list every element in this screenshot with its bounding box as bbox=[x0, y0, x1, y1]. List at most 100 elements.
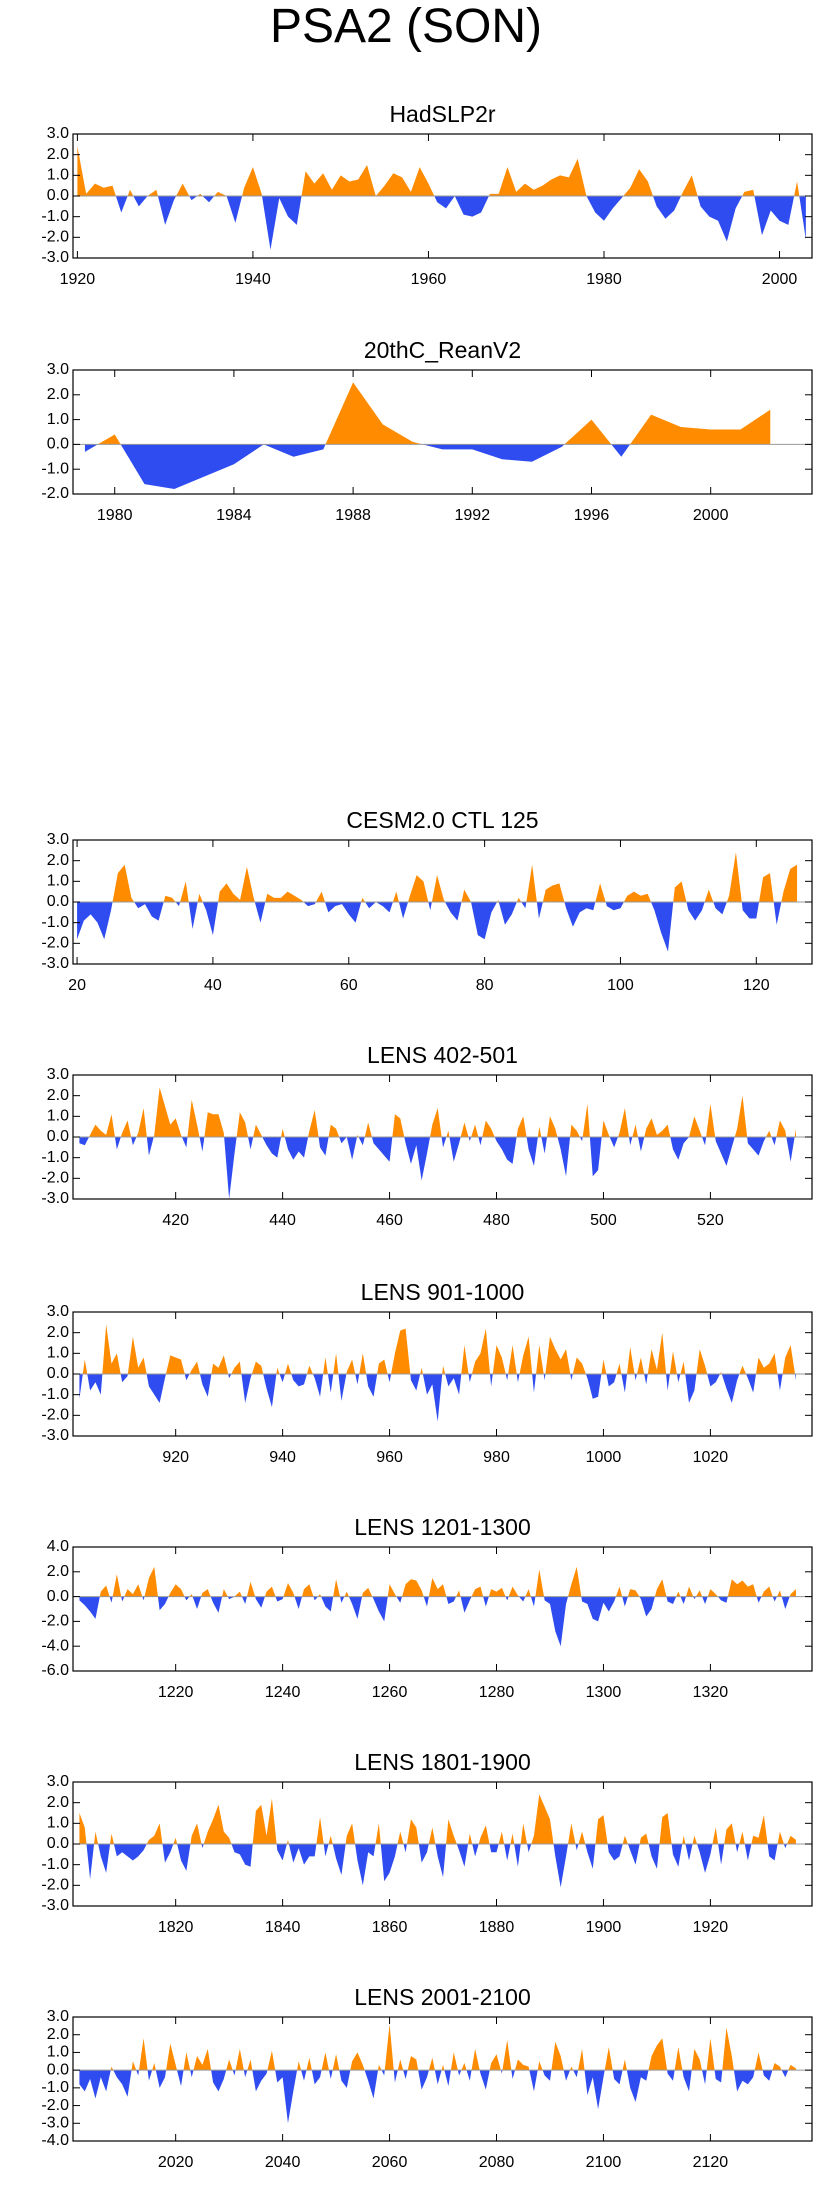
y-tick-label: -3.0 bbox=[41, 1427, 69, 1444]
x-tick-label: 920 bbox=[162, 1449, 189, 1466]
x-tick-label: 1020 bbox=[693, 1449, 729, 1466]
y-tick-label: 0.0 bbox=[47, 893, 69, 910]
y-tick-label: 3.0 bbox=[47, 2008, 69, 2025]
x-tick-label: 1880 bbox=[479, 1919, 515, 1936]
y-tick-label: -2.0 bbox=[41, 1407, 69, 1424]
area-below bbox=[77, 196, 806, 250]
x-tick-label: 1860 bbox=[372, 1919, 408, 1936]
y-tick-label: -3.0 bbox=[41, 1897, 69, 1914]
x-tick-label: 40 bbox=[204, 977, 222, 994]
x-tick-label: 980 bbox=[483, 1449, 510, 1466]
x-tick-label: 960 bbox=[376, 1449, 403, 1466]
y-tick-label: 2.0 bbox=[47, 2026, 69, 2043]
y-tick-label: -4.0 bbox=[41, 2132, 69, 2149]
y-tick-label: 2.0 bbox=[47, 386, 69, 403]
x-tick-label: 1900 bbox=[586, 1919, 622, 1936]
panel-title: LENS 901-1000 bbox=[361, 1279, 525, 1305]
y-tick-label: 0.0 bbox=[47, 436, 69, 453]
x-tick-label: 520 bbox=[697, 1212, 724, 1229]
x-tick-label: 2020 bbox=[158, 2154, 194, 2171]
x-tick-label: 1840 bbox=[265, 1919, 301, 1936]
area-below bbox=[79, 1596, 796, 1647]
y-tick-label: 1.0 bbox=[47, 411, 69, 428]
y-tick-label: 2.0 bbox=[47, 1794, 69, 1811]
area-below bbox=[79, 1137, 796, 1199]
y-tick-label: 1.0 bbox=[47, 873, 69, 890]
area-below bbox=[79, 1844, 796, 1888]
y-tick-label: 2.0 bbox=[47, 852, 69, 869]
y-tick-label: -4.0 bbox=[41, 1637, 69, 1654]
x-tick-label: 2040 bbox=[265, 2154, 301, 2171]
x-tick-label: 940 bbox=[269, 1449, 296, 1466]
y-tick-label: -2.0 bbox=[41, 1613, 69, 1630]
y-tick-label: 1.0 bbox=[47, 1345, 69, 1362]
panel-title: 20thC_ReanV2 bbox=[364, 337, 521, 363]
panel-title: LENS 1801-1900 bbox=[354, 1749, 530, 1775]
x-tick-label: 460 bbox=[376, 1212, 403, 1229]
panel-title: CESM2.0 CTL 125 bbox=[346, 807, 538, 833]
x-tick-label: 1996 bbox=[574, 507, 610, 524]
x-tick-label: 1000 bbox=[586, 1449, 622, 1466]
y-tick-label: -2.0 bbox=[41, 2097, 69, 2114]
panel-title: LENS 2001-2100 bbox=[354, 1984, 530, 2010]
y-tick-label: 2.0 bbox=[47, 1087, 69, 1104]
x-tick-label: 440 bbox=[269, 1212, 296, 1229]
panel-title: LENS 1201-1300 bbox=[354, 1514, 530, 1540]
area-above bbox=[84, 382, 771, 445]
x-tick-label: 2000 bbox=[762, 271, 798, 288]
x-tick-label: 1240 bbox=[265, 1684, 301, 1701]
y-tick-label: 0.0 bbox=[47, 1365, 69, 1382]
y-tick-label: 3.0 bbox=[47, 1066, 69, 1083]
y-tick-label: -3.0 bbox=[41, 249, 69, 266]
area-above bbox=[79, 1794, 796, 1844]
x-tick-label: 1940 bbox=[235, 271, 271, 288]
y-tick-label: 1.0 bbox=[47, 1108, 69, 1125]
x-tick-label: 480 bbox=[483, 1212, 510, 1229]
x-tick-label: 1260 bbox=[372, 1684, 408, 1701]
x-tick-label: 2080 bbox=[479, 2154, 515, 2171]
page-title: PSA2 (SON) bbox=[270, 0, 542, 53]
x-tick-label: 1988 bbox=[335, 507, 371, 524]
y-tick-label: -1.0 bbox=[41, 914, 69, 931]
panel-title: LENS 402-501 bbox=[367, 1042, 518, 1068]
x-tick-label: 2060 bbox=[372, 2154, 408, 2171]
y-tick-label: -1.0 bbox=[41, 460, 69, 477]
x-tick-label: 1980 bbox=[97, 507, 133, 524]
x-tick-label: 1300 bbox=[586, 1684, 622, 1701]
y-tick-label: -2.0 bbox=[41, 1170, 69, 1187]
x-tick-label: 20 bbox=[68, 977, 86, 994]
y-tick-label: -6.0 bbox=[41, 1662, 69, 1679]
y-tick-label: 4.0 bbox=[47, 1538, 69, 1555]
y-tick-label: -3.0 bbox=[41, 2115, 69, 2132]
y-tick-label: -2.0 bbox=[41, 229, 69, 246]
x-tick-label: 1920 bbox=[60, 271, 96, 288]
x-tick-label: 1820 bbox=[158, 1919, 194, 1936]
y-tick-label: 2.0 bbox=[47, 146, 69, 163]
y-tick-label: -1.0 bbox=[41, 1149, 69, 1166]
x-tick-label: 60 bbox=[340, 977, 358, 994]
area-above bbox=[99, 1566, 796, 1597]
y-tick-label: 0.0 bbox=[47, 1835, 69, 1852]
y-tick-label: 3.0 bbox=[47, 1773, 69, 1790]
x-tick-label: 2120 bbox=[693, 2154, 729, 2171]
y-tick-label: -1.0 bbox=[41, 1386, 69, 1403]
y-tick-label: 0.0 bbox=[47, 1588, 69, 1605]
y-tick-label: -1.0 bbox=[41, 208, 69, 225]
x-tick-label: 1992 bbox=[455, 507, 491, 524]
y-tick-label: -1.0 bbox=[41, 2079, 69, 2096]
panel-title: HadSLP2r bbox=[389, 101, 495, 127]
x-tick-label: 1220 bbox=[158, 1684, 194, 1701]
area-below bbox=[79, 2070, 789, 2124]
x-tick-label: 2100 bbox=[586, 2154, 622, 2171]
x-tick-label: 420 bbox=[162, 1212, 189, 1229]
area-above bbox=[79, 1087, 796, 1137]
area-above bbox=[79, 2024, 796, 2071]
y-tick-label: 1.0 bbox=[47, 1815, 69, 1832]
x-tick-label: 80 bbox=[476, 977, 494, 994]
plot-frame bbox=[72, 369, 813, 495]
x-tick-label: 500 bbox=[590, 1212, 617, 1229]
area-below bbox=[77, 902, 798, 952]
y-tick-label: -1.0 bbox=[41, 1856, 69, 1873]
y-tick-label: 1.0 bbox=[47, 167, 69, 184]
